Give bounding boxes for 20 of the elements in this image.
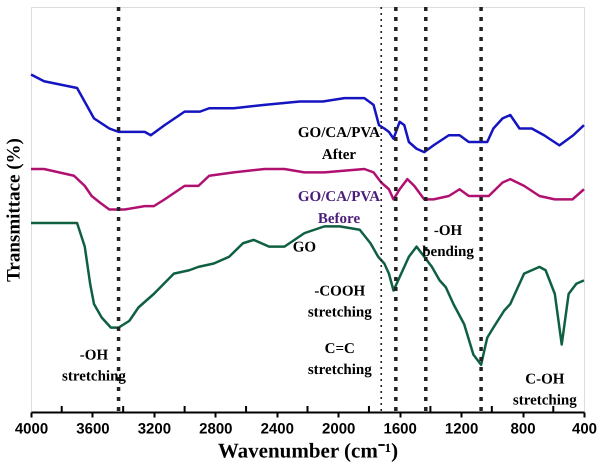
y-axis-title: Transmittace (%) <box>4 138 24 282</box>
x-tick-label: 1200 <box>444 420 478 438</box>
annotation: -OH stretching <box>62 348 126 385</box>
x-tick-label: 4000 <box>14 420 48 438</box>
x-tick-label: 1600 <box>383 420 417 438</box>
series-label: GO/CA/PVA After <box>298 124 380 163</box>
x-axis-title: Wavenumber (cm⁻¹) <box>218 438 398 462</box>
x-tick-label: 3200 <box>138 420 172 438</box>
x-tick-label: 800 <box>510 420 536 438</box>
x-tick-label: 2800 <box>199 420 233 438</box>
annotation: -OH bending <box>422 222 474 260</box>
x-tick-label: 400 <box>572 420 598 438</box>
x-tick-label: 3600 <box>76 420 110 438</box>
series-label: GO/CA/PVA Before <box>298 189 380 227</box>
x-tick-label: 2400 <box>260 420 294 438</box>
series-label: GO <box>292 240 316 256</box>
annotation: -COOH stretching <box>308 284 372 320</box>
annotation: C=C stretching <box>308 340 372 378</box>
annotation: C-OH stretching <box>512 371 578 408</box>
x-tick-label: 2000 <box>322 420 356 438</box>
